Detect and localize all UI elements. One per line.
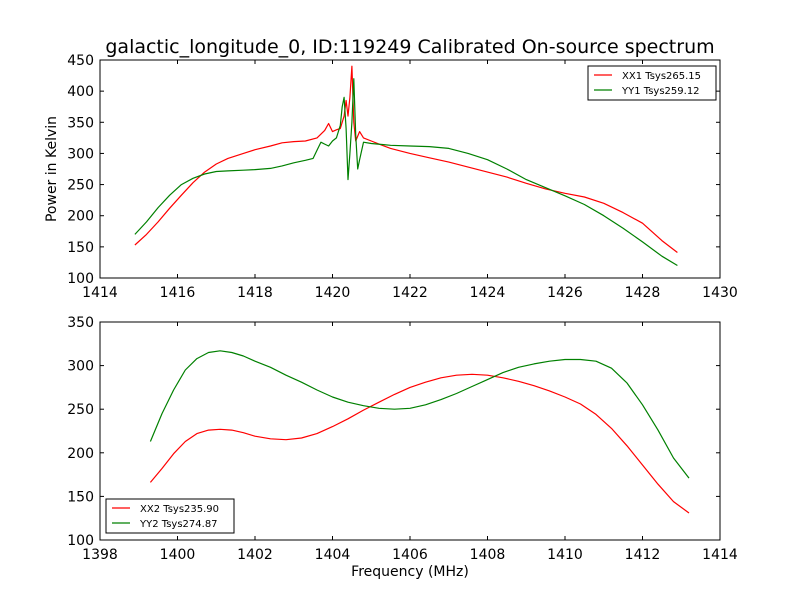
y-tick-label: 350 <box>67 315 94 331</box>
legend-box <box>587 65 717 101</box>
x-tick-label: 1410 <box>547 547 583 563</box>
y-tick-label: 100 <box>67 533 94 549</box>
x-tick-label: 1430 <box>702 285 738 301</box>
y-tick-label: 100 <box>67 271 94 287</box>
y-tick-label: 400 <box>67 84 94 100</box>
legend-entry: XX2 Tsys235.90 <box>140 504 219 515</box>
top-spectrum-plot: 1414 1416 1418 1420 1422 1424 1426 1428 1430 100 1… <box>44 53 738 301</box>
x-tick-label: 1402 <box>237 547 273 563</box>
y-tick-label: 250 <box>67 402 94 418</box>
y-tick-label: 200 <box>67 209 94 225</box>
y-axis-label: Power in Kelvin <box>44 116 60 222</box>
x-tick-label: 1398 <box>82 547 118 563</box>
x-tick-label: 1426 <box>547 285 583 301</box>
x-tick-label: 1404 <box>315 547 351 563</box>
x-tick-label: 1418 <box>237 285 273 301</box>
x-axis-label: Frequency (MHz) <box>351 564 469 580</box>
y-tick-label: 250 <box>67 178 94 194</box>
figure-title: galactic_longitude_0, ID:119249 Calibrat… <box>105 36 714 58</box>
x-tick-label: 1414 <box>82 285 118 301</box>
x-tick-label: 1408 <box>470 547 506 563</box>
series-line-yy1 <box>134 78 678 267</box>
legend-entry: YY2 Tsys274.87 <box>139 519 218 530</box>
y-tick-label: 150 <box>67 489 94 505</box>
y-tick-label: 200 <box>67 446 94 462</box>
legend-box <box>105 498 235 534</box>
x-tick-label: 1416 <box>160 285 196 301</box>
legend-entry: XX1 Tsys265.15 <box>622 71 701 82</box>
bottom-spectrum-plot: 1398 1400 1402 1404 1406 1408 1410 1412 1414 100 1… <box>67 315 738 580</box>
x-tick-label: 1412 <box>625 547 661 563</box>
x-tick-label: 1406 <box>392 547 428 563</box>
x-tick-label: 1400 <box>160 547 196 563</box>
series-line-xx2 <box>149 373 690 514</box>
y-tick-label: 300 <box>67 359 94 375</box>
series-line-xx1 <box>134 65 678 253</box>
x-tick-label: 1422 <box>392 285 428 301</box>
x-tick-label: 1420 <box>315 285 351 301</box>
series-line-yy2 <box>149 350 690 479</box>
y-tick-label: 450 <box>67 53 94 69</box>
y-tick-label: 150 <box>67 240 94 256</box>
legend-entry: YY1 Tsys259.12 <box>621 86 700 97</box>
y-tick-label: 350 <box>67 115 94 131</box>
x-tick-label: 1424 <box>470 285 506 301</box>
x-tick-label: 1414 <box>702 547 738 563</box>
x-tick-label: 1428 <box>625 285 661 301</box>
y-tick-label: 300 <box>67 146 94 162</box>
